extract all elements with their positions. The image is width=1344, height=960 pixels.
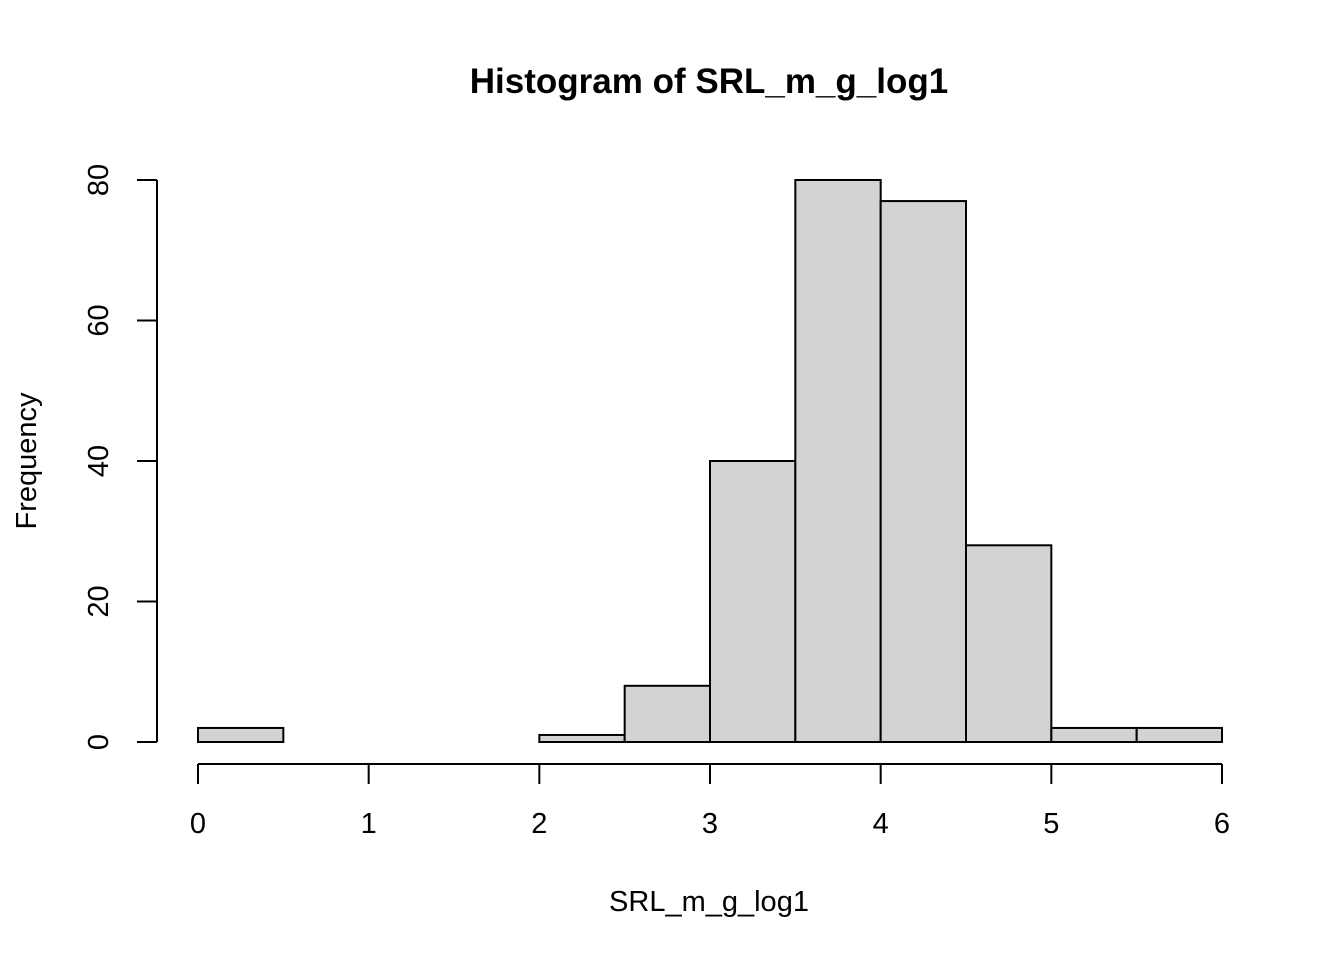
histogram-bar [623, 684, 712, 743]
y-axis-label: Frequency [11, 392, 43, 530]
y-tick-label: 60 [83, 304, 115, 336]
x-tick-label: 2 [531, 808, 547, 840]
histogram-bar [879, 200, 968, 743]
x-tick-label: 6 [1214, 808, 1230, 840]
histogram-bar [1135, 726, 1223, 744]
y-tick-label: 20 [83, 585, 115, 617]
histogram-bar [538, 733, 626, 743]
x-axis-label: SRL_m_g_log1 [609, 886, 809, 918]
x-axis: 0 1 2 3 4 5 6 [190, 763, 1230, 840]
y-tick-label: 40 [83, 445, 115, 477]
x-tick-label: 5 [1043, 808, 1059, 840]
histogram-bar [709, 460, 797, 743]
y-axis: 0 20 40 60 80 [83, 164, 158, 750]
y-tick-label: 0 [83, 734, 115, 750]
histogram-bar [794, 179, 882, 743]
histogram-bar [197, 726, 285, 744]
histogram-bar [965, 544, 1053, 743]
x-tick-label: 4 [873, 808, 889, 840]
chart-title: Histogram of SRL_m_g_log1 [470, 62, 948, 101]
x-tick-label: 0 [190, 808, 206, 840]
x-tick-label: 1 [361, 808, 377, 840]
bars-group [197, 179, 1223, 744]
y-tick-label: 80 [83, 164, 115, 196]
histogram-bar [1050, 726, 1138, 744]
x-tick-label: 3 [702, 808, 718, 840]
